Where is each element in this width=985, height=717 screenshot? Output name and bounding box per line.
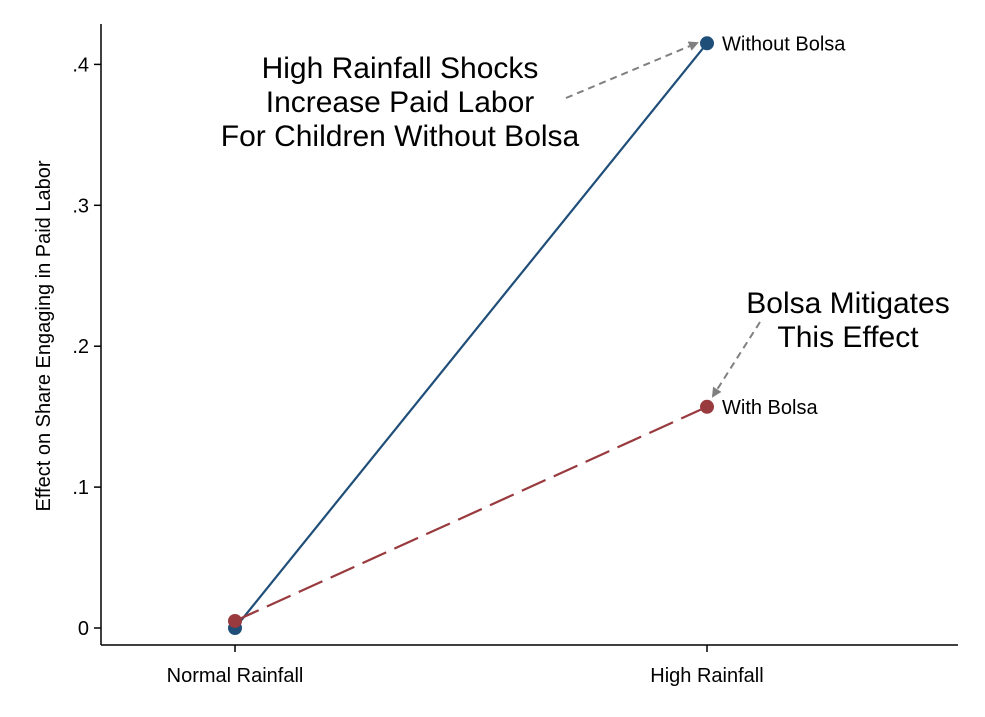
series-label-0: Without Bolsa	[722, 33, 846, 55]
series-point-0-1	[700, 36, 714, 51]
y-tick-label: 0	[78, 618, 89, 640]
series-point-1-0	[228, 613, 242, 628]
y-tick-label: .4	[72, 54, 89, 76]
annotation-arrow-0	[565, 41, 699, 99]
annotation-arrow-1	[711, 321, 761, 398]
x-tick-label: Normal Rainfall	[167, 665, 304, 687]
y-tick-label: .3	[72, 195, 89, 217]
annotation-text-0-0: High Rainfall Shocks	[262, 52, 539, 85]
axes: 0 .1 .2 .3 .4 Normal Rainfall High Rainfall Eff…	[33, 24, 958, 687]
series-label-1: With Bolsa	[722, 397, 818, 419]
annotation-text-1-0: Bolsa Mitigates	[746, 287, 949, 320]
annotation-text-0-2: For Children Without Bolsa	[221, 120, 580, 153]
series-line-1	[234, 405, 708, 622]
y-tick-label: .2	[72, 336, 89, 358]
series-point-1-1	[700, 399, 714, 414]
x-tick-label: High Rainfall	[650, 665, 763, 687]
annotation-text-1-1: This Effect	[777, 321, 919, 354]
y-tick-label: .1	[72, 477, 89, 499]
series-layer: Without Bolsa With Bolsa	[228, 33, 846, 635]
y-axis-title: Effect on Share Engaging in Paid Labor	[33, 160, 55, 511]
annotation-text-0-1: Increase Paid Labor	[266, 86, 535, 119]
series-line-0	[234, 42, 708, 629]
